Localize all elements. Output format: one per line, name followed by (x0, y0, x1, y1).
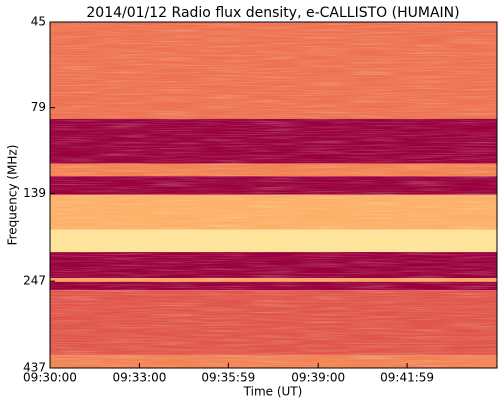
y-tick-label: 79 (31, 100, 46, 114)
x-tick-label: 09:41:59 (380, 371, 434, 385)
x-tick-label: 09:30:00 (23, 371, 77, 385)
y-tick-label: 139 (23, 186, 46, 200)
y-tick-label: 45 (31, 15, 46, 29)
x-tick-label: 09:33:00 (112, 371, 166, 385)
plot-frame (49, 21, 498, 369)
x-tick-label: 09:35:59 (201, 371, 255, 385)
y-tick-label: 247 (23, 274, 46, 288)
x-axis-label: Time (UT) (243, 385, 303, 399)
y-tick-label: 437 (23, 361, 46, 375)
y-axis-label: Frequency (MHz) (6, 145, 20, 246)
plot-area (50, 22, 497, 368)
noise-texture (50, 22, 497, 368)
chart-title: 2014/01/12 Radio flux density, e-CALLIST… (86, 5, 459, 21)
x-tick-label: 09:39:00 (291, 371, 345, 385)
